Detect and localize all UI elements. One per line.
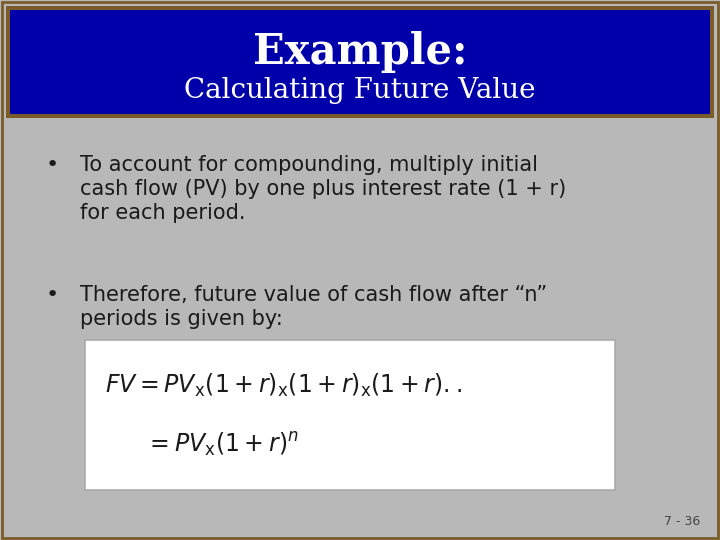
Bar — [10, 10, 710, 114]
Text: •: • — [45, 155, 58, 175]
Text: Calculating Future Value: Calculating Future Value — [184, 77, 536, 104]
Text: Example:: Example: — [253, 31, 467, 73]
Text: cash flow (PV) by one plus interest rate (1 + r): cash flow (PV) by one plus interest rate… — [80, 179, 566, 199]
Bar — [6, 6, 714, 118]
Text: •: • — [45, 285, 58, 305]
Text: periods is given by:: periods is given by: — [80, 309, 283, 329]
Bar — [85, 340, 615, 490]
Text: for each period.: for each period. — [80, 203, 246, 223]
Text: Therefore, future value of cash flow after “n”: Therefore, future value of cash flow aft… — [80, 285, 547, 305]
Text: To account for compounding, multiply initial: To account for compounding, multiply ini… — [80, 155, 538, 175]
Text: $\mathit{FV} = \mathit{PV}$$_{\rm x}$$ \left(\mathit{1}+\mathit{r}\right)$$_{\rm: $\mathit{FV} = \mathit{PV}$$_{\rm x}$$ \… — [105, 372, 462, 399]
Text: 7 - 36: 7 - 36 — [664, 515, 700, 528]
Text: $= \mathit{PV}$$_{\rm x}$$ \left(\mathit{1}+\mathit{r}\right)^{n}$: $= \mathit{PV}$$_{\rm x}$$ \left(\mathit… — [145, 431, 299, 459]
